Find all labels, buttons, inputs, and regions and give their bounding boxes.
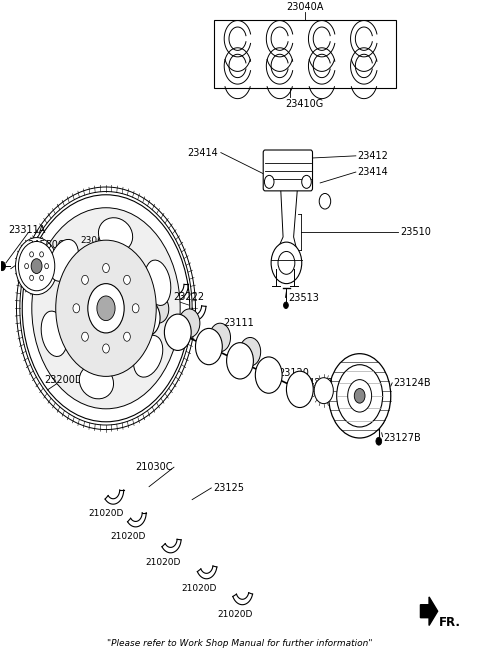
Circle shape [103,344,109,353]
Circle shape [132,304,139,313]
Circle shape [56,240,156,377]
Circle shape [32,208,180,409]
Circle shape [133,300,160,336]
Text: 23060B: 23060B [133,294,168,303]
Text: 21020D: 21020D [111,532,146,541]
Circle shape [31,258,42,274]
Circle shape [195,329,222,365]
Text: 23040A: 23040A [286,2,324,12]
Circle shape [22,195,190,422]
Text: 23060B: 23060B [97,255,132,264]
Bar [214,20,396,88]
Circle shape [240,337,261,366]
Text: 21020D: 21020D [217,610,253,619]
Circle shape [0,262,5,271]
Circle shape [82,332,88,341]
Circle shape [209,323,230,352]
Circle shape [227,342,253,379]
Circle shape [148,295,169,323]
Ellipse shape [41,311,67,356]
Circle shape [271,242,302,283]
Text: FR.: FR. [439,617,461,629]
Text: 23127B: 23127B [384,433,421,443]
Text: 23513: 23513 [288,293,319,302]
Circle shape [124,332,131,341]
Circle shape [82,276,88,285]
Text: 23120: 23120 [278,368,309,378]
Circle shape [124,276,131,285]
Circle shape [45,264,48,269]
Circle shape [30,252,34,257]
Circle shape [336,365,383,427]
Circle shape [287,371,313,407]
Circle shape [103,264,109,273]
Circle shape [319,194,331,209]
Circle shape [314,378,333,403]
Circle shape [73,304,80,313]
Ellipse shape [98,218,132,252]
Text: 24560C: 24560C [27,240,65,251]
Circle shape [255,357,282,393]
Text: 23124B: 23124B [393,378,431,388]
Circle shape [24,264,28,269]
Circle shape [18,241,55,291]
Text: 23414: 23414 [357,167,388,177]
Ellipse shape [79,365,114,399]
Circle shape [40,252,44,257]
Text: 23222: 23222 [173,292,204,302]
Text: 23414: 23414 [188,148,218,157]
Text: 23410G: 23410G [286,100,324,110]
Circle shape [179,309,200,337]
Text: 24340: 24340 [302,378,333,388]
Circle shape [15,237,58,295]
Circle shape [88,283,124,333]
Text: 23060B: 23060B [116,274,151,282]
Ellipse shape [49,239,78,281]
Text: 23311A: 23311A [8,226,45,236]
FancyBboxPatch shape [263,150,312,191]
Circle shape [354,388,365,403]
Circle shape [164,314,191,350]
Text: 23200D: 23200D [44,375,82,384]
Circle shape [376,438,382,445]
Polygon shape [275,188,299,263]
Text: 21020D: 21020D [88,509,124,518]
Text: 23412: 23412 [357,151,388,161]
Text: 23060B: 23060B [81,236,116,245]
Text: 23111: 23111 [223,318,254,328]
Circle shape [302,175,312,188]
Text: 21020D: 21020D [146,558,181,567]
Circle shape [348,380,372,412]
Text: 21020D: 21020D [181,584,217,593]
Circle shape [284,302,288,308]
Circle shape [40,276,44,281]
Text: 23125: 23125 [214,483,245,493]
Circle shape [97,296,115,321]
Circle shape [328,354,391,438]
Polygon shape [420,597,438,625]
Circle shape [278,251,295,274]
Circle shape [30,276,34,281]
Ellipse shape [144,260,171,306]
Text: 21030C: 21030C [135,462,173,472]
Text: "Please refer to Work Shop Manual for further information": "Please refer to Work Shop Manual for fu… [107,638,373,647]
Text: 23510: 23510 [400,227,431,237]
Circle shape [264,175,274,188]
Ellipse shape [133,335,163,377]
